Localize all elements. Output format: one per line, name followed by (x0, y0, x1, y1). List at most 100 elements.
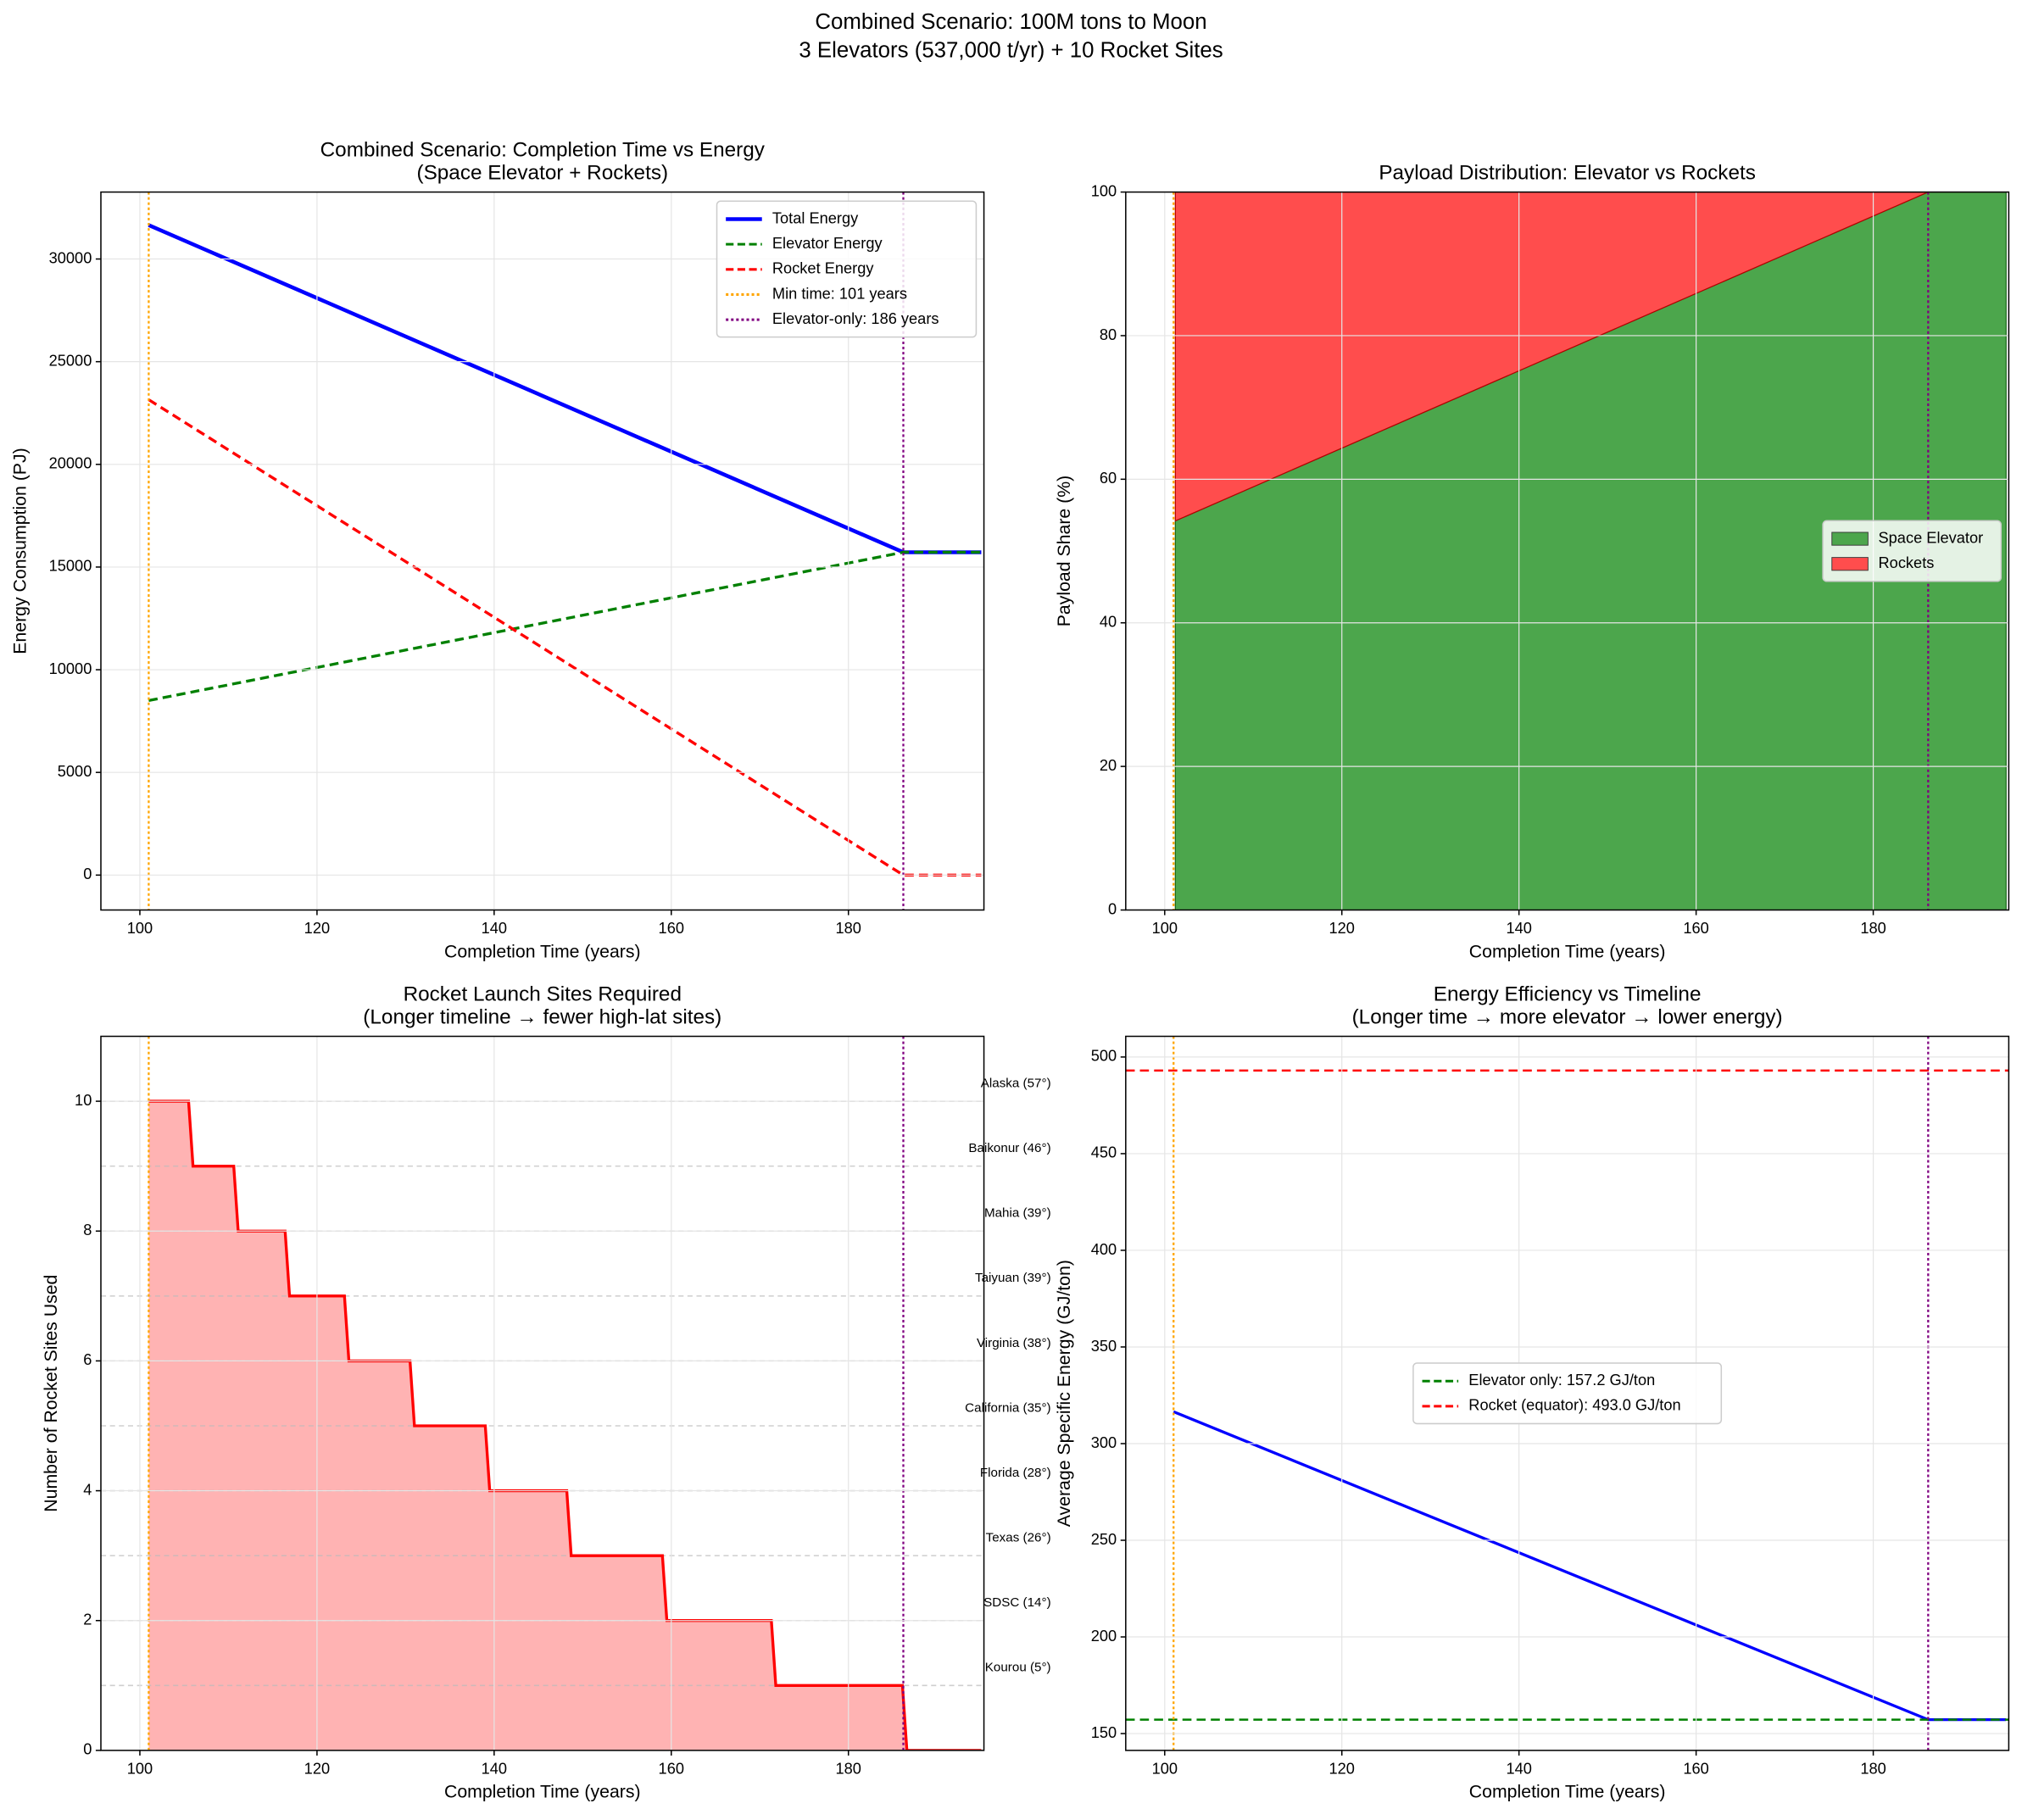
x-tick-label: 160 (1683, 1760, 1708, 1778)
site-label: Kourou (5°) (985, 1661, 1051, 1675)
legend-label: Elevator-only: 186 years (772, 309, 939, 327)
site-label: Texas (26°) (986, 1530, 1051, 1544)
y-tick-label: 15000 (49, 557, 92, 575)
y-tick-label: 300 (1091, 1433, 1117, 1451)
x-tick-label: 180 (836, 919, 861, 937)
x-tick-label: 140 (1506, 919, 1531, 937)
site-label: California (35°) (965, 1400, 1050, 1415)
y-tick-label: 0 (1108, 899, 1117, 917)
x-tick-label: 100 (1152, 1760, 1178, 1778)
chart-title: (Space Elevator + Rockets) (416, 162, 668, 185)
y-tick-label: 150 (1091, 1723, 1117, 1741)
chart-title: Energy Efficiency vs Timeline (1434, 982, 1702, 1005)
legend-label: Elevator Energy (772, 234, 883, 252)
legend-label: Space Elevator (1879, 528, 1984, 546)
y-tick-label: 250 (1091, 1530, 1117, 1548)
y-tick-label: 20000 (49, 454, 92, 472)
y-tick-label: 6 (83, 1350, 92, 1368)
legend-box (1412, 1362, 1723, 1425)
chart-title: Combined Scenario: Completion Time vs En… (320, 138, 766, 161)
y-axis-label: Average Specific Energy (GJ/ton) (1054, 1260, 1074, 1527)
legend-label: Rocket Energy (772, 259, 874, 277)
axes-frame (100, 191, 985, 911)
y-tick-label: 2 (83, 1611, 92, 1628)
x-tick-label: 160 (659, 919, 684, 937)
legend-swatch (1831, 532, 1869, 546)
axes-frame (100, 1035, 985, 1751)
y-tick-label: 4 (83, 1480, 92, 1498)
x-tick-label: 140 (482, 1760, 507, 1778)
x-tick-label: 100 (127, 919, 153, 937)
x-tick-label: 100 (1152, 919, 1178, 937)
x-tick-label: 120 (1329, 919, 1355, 937)
x-tick-label: 120 (304, 919, 330, 937)
x-tick-label: 160 (1683, 919, 1708, 937)
site-label: Virginia (38°) (977, 1336, 1051, 1350)
x-tick-label: 120 (1329, 1760, 1355, 1778)
y-tick-label: 400 (1091, 1240, 1117, 1258)
area-series (1174, 192, 2007, 910)
y-tick-label: 10 (75, 1091, 92, 1109)
figure-title: Combined Scenario: 100M tons to Moon (815, 10, 1206, 34)
y-tick-label: 0 (83, 865, 92, 882)
y-tick-label: 25000 (49, 351, 92, 369)
step-line (148, 1099, 982, 1750)
y-tick-label: 80 (1100, 326, 1117, 343)
x-tick-label: 100 (127, 1760, 153, 1778)
legend-label: Total Energy (772, 209, 859, 226)
y-tick-label: 100 (1091, 181, 1117, 199)
y-axis-label: Number of Rocket Sites Used (41, 1275, 61, 1512)
legend-swatch (1831, 557, 1869, 571)
chart-title: Rocket Launch Sites Required (404, 982, 682, 1005)
y-tick-label: 30000 (49, 248, 92, 266)
x-axis-label: Completion Time (years) (444, 1782, 641, 1802)
axes-frame (1125, 191, 2010, 911)
x-tick-label: 180 (836, 1760, 861, 1778)
line-series (148, 550, 982, 703)
site-label: Alaska (57°) (981, 1076, 1051, 1090)
plot-area (1173, 192, 2007, 910)
x-tick-label: 120 (304, 1760, 330, 1778)
area-series (1174, 192, 2007, 522)
y-tick-label: 5000 (58, 762, 92, 780)
legend-label: Elevator only: 157.2 GJ/ton (1468, 1371, 1655, 1389)
chart-title: Payload Distribution: Elevator vs Rocket… (1379, 162, 1756, 185)
legend-label: Min time: 101 years (772, 284, 907, 302)
x-tick-label: 180 (1860, 1760, 1886, 1778)
plot-area (1125, 1036, 2009, 1750)
x-tick-label: 140 (482, 919, 507, 937)
y-tick-label: 20 (1100, 756, 1117, 774)
x-tick-label: 140 (1506, 1760, 1531, 1778)
legend-label: Rockets (1879, 554, 1935, 571)
site-label: Baikonur (46°) (968, 1141, 1050, 1155)
legend-box (716, 200, 978, 338)
y-axis-label: Payload Share (%) (1054, 476, 1074, 626)
site-label: Mahia (39°) (984, 1206, 1051, 1221)
site-label: Taiyuan (39°) (975, 1271, 1051, 1285)
x-tick-label: 180 (1860, 919, 1886, 937)
site-label: SDSC (14°) (983, 1595, 1051, 1610)
chart-title: (Longer timeline → fewer high-lat sites) (363, 1006, 721, 1029)
y-tick-label: 10000 (49, 660, 92, 677)
site-label: Florida (28°) (980, 1466, 1051, 1480)
y-tick-label: 200 (1091, 1627, 1117, 1645)
y-tick-label: 40 (1100, 613, 1117, 631)
axes-frame (1125, 1035, 2010, 1751)
y-tick-label: 450 (1091, 1144, 1117, 1161)
y-tick-label: 500 (1091, 1047, 1117, 1065)
x-tick-label: 160 (659, 1760, 684, 1778)
chart-title: (Longer time → more elevator → lower ene… (1352, 1006, 1783, 1029)
legend-label: Rocket (equator): 493.0 GJ/ton (1468, 1396, 1680, 1414)
x-axis-label: Completion Time (years) (444, 941, 641, 961)
figure-title: 3 Elevators (537,000 t/yr) + 10 Rocket S… (799, 39, 1223, 63)
y-tick-label: 60 (1100, 469, 1117, 487)
y-tick-label: 350 (1091, 1337, 1117, 1355)
y-tick-label: 0 (83, 1740, 92, 1758)
x-axis-label: Completion Time (years) (1469, 941, 1666, 961)
step-area (148, 1101, 982, 1750)
y-tick-label: 8 (83, 1221, 92, 1238)
x-axis-label: Completion Time (years) (1469, 1782, 1666, 1802)
y-axis-label: Energy Consumption (PJ) (9, 448, 30, 654)
